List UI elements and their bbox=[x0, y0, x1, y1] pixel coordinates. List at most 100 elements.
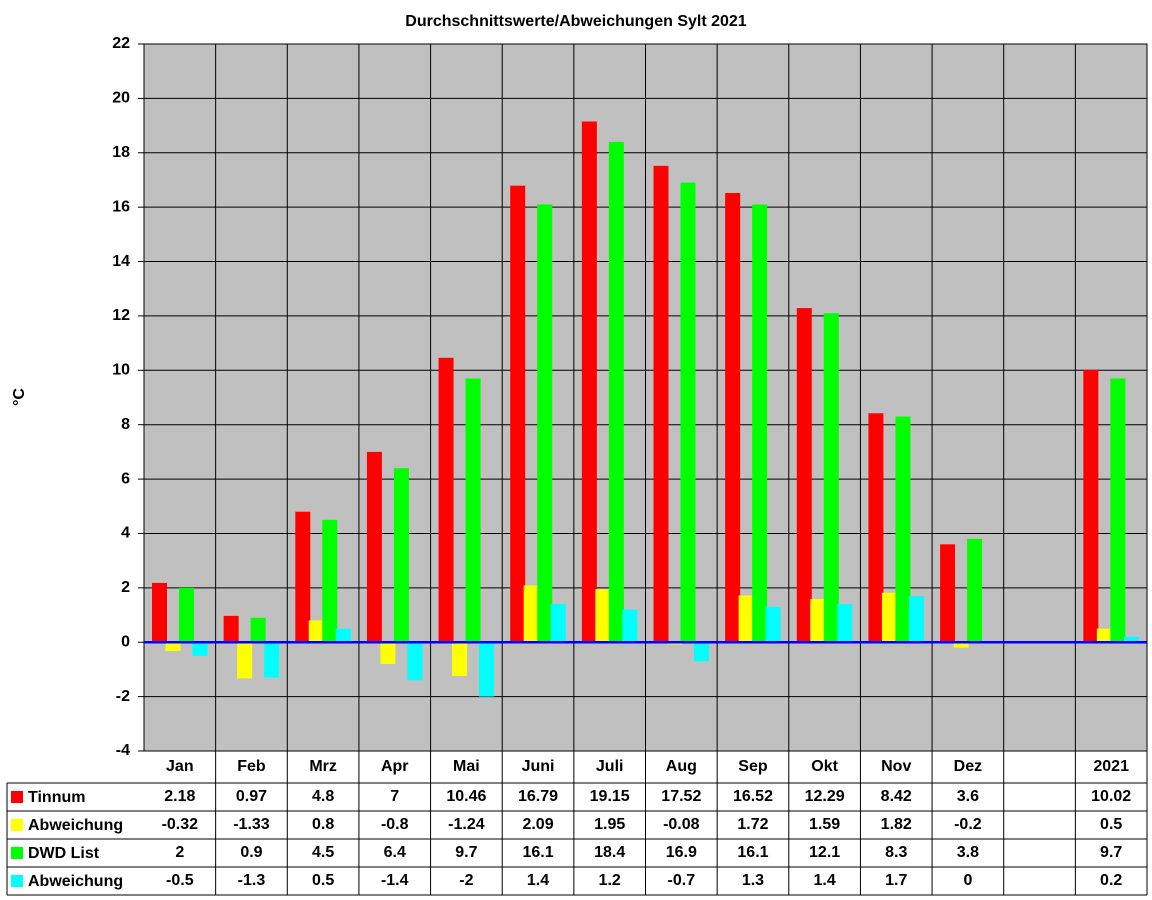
y-tick-label: 8 bbox=[121, 416, 130, 433]
bar bbox=[881, 592, 897, 643]
bar bbox=[550, 604, 566, 643]
table-value: 0.8 bbox=[312, 816, 334, 833]
y-tick-label: 4 bbox=[121, 525, 130, 542]
bar bbox=[895, 416, 911, 643]
table-value: 2.18 bbox=[164, 788, 195, 805]
table-value: 9.7 bbox=[1100, 844, 1122, 861]
table-value: 9.7 bbox=[455, 844, 477, 861]
table-value: -0.7 bbox=[668, 872, 696, 889]
table-value: 10.46 bbox=[446, 788, 486, 805]
bar bbox=[264, 642, 280, 678]
table-value: 4.5 bbox=[312, 844, 334, 861]
bar bbox=[752, 204, 768, 643]
x-tick-label: Jan bbox=[166, 758, 194, 775]
table-value: 16.79 bbox=[518, 788, 558, 805]
table-value: 16.1 bbox=[737, 844, 768, 861]
bar bbox=[510, 185, 526, 643]
table-value: -0.5 bbox=[166, 872, 194, 889]
table-value: 19.15 bbox=[590, 788, 630, 805]
table-value: 2 bbox=[175, 844, 184, 861]
bar bbox=[796, 308, 812, 643]
y-tick-label: 16 bbox=[112, 198, 130, 215]
bar bbox=[810, 598, 826, 643]
table-value: 16.1 bbox=[522, 844, 553, 861]
table-value: -1.3 bbox=[238, 872, 266, 889]
table-value: 1.82 bbox=[881, 816, 912, 833]
bar bbox=[765, 606, 781, 643]
bar bbox=[523, 585, 539, 643]
legend-swatch bbox=[11, 847, 23, 859]
y-tick-label: 6 bbox=[121, 470, 130, 487]
bar bbox=[581, 121, 597, 643]
bar bbox=[940, 544, 956, 643]
bar bbox=[738, 595, 754, 643]
bar bbox=[622, 609, 638, 643]
table-value: 1.4 bbox=[813, 872, 835, 889]
bar bbox=[366, 451, 382, 643]
bar bbox=[223, 615, 239, 643]
bar bbox=[152, 582, 167, 643]
x-tick-label: Apr bbox=[381, 758, 409, 775]
x-tick-label: Feb bbox=[237, 758, 266, 775]
table-value: 1.59 bbox=[809, 816, 840, 833]
bar bbox=[653, 165, 669, 643]
bar bbox=[595, 589, 611, 643]
y-axis-label: °C bbox=[11, 388, 28, 406]
bar bbox=[452, 642, 468, 676]
table-value: 3.8 bbox=[957, 844, 979, 861]
bar bbox=[1110, 378, 1126, 643]
table-value: 16.9 bbox=[666, 844, 697, 861]
bar bbox=[308, 620, 324, 643]
table-value: 1.95 bbox=[594, 816, 625, 833]
legend-swatch bbox=[11, 819, 23, 831]
table-value: -1.4 bbox=[381, 872, 409, 889]
bar bbox=[694, 642, 709, 662]
bar bbox=[165, 642, 181, 651]
table-value: 1.2 bbox=[599, 872, 621, 889]
table-value: 0.5 bbox=[312, 872, 334, 889]
table-value: 0.5 bbox=[1100, 816, 1122, 833]
x-tick-label: 2021 bbox=[1093, 758, 1129, 775]
legend-label: Abweichung bbox=[28, 817, 123, 834]
table-value: 8.42 bbox=[881, 788, 912, 805]
bar bbox=[1083, 369, 1099, 643]
table-value: 0.2 bbox=[1100, 872, 1122, 889]
x-tick-label: Juli bbox=[596, 758, 624, 775]
bar bbox=[393, 468, 409, 643]
bar bbox=[908, 596, 924, 643]
bar bbox=[680, 182, 696, 643]
bar bbox=[465, 378, 481, 643]
bar bbox=[1123, 636, 1139, 643]
bar bbox=[608, 141, 624, 643]
bar bbox=[953, 642, 969, 648]
table-value: 12.29 bbox=[805, 788, 845, 805]
x-tick-label: Juni bbox=[522, 758, 555, 775]
bar bbox=[537, 204, 553, 643]
table-value: 0 bbox=[963, 872, 972, 889]
table-value: -2 bbox=[459, 872, 473, 889]
x-tick-label: Okt bbox=[811, 758, 838, 775]
chart-title: Durchschnittswerte/Abweichungen Sylt 202… bbox=[405, 13, 747, 30]
bar bbox=[725, 193, 741, 643]
table-value: -0.2 bbox=[954, 816, 982, 833]
table-value: 7 bbox=[390, 788, 399, 805]
bar bbox=[479, 642, 495, 697]
table-value: 4.8 bbox=[312, 788, 334, 805]
bar bbox=[380, 642, 396, 664]
y-tick-label: 20 bbox=[112, 90, 130, 107]
y-tick-label: 22 bbox=[112, 35, 130, 52]
table-value: 3.6 bbox=[957, 788, 979, 805]
table-value: 1.72 bbox=[737, 816, 768, 833]
legend-swatch bbox=[11, 791, 23, 803]
table-value: 0.97 bbox=[236, 788, 267, 805]
y-tick-label: -2 bbox=[116, 688, 130, 705]
table-value: 1.7 bbox=[885, 872, 907, 889]
legend-swatch bbox=[11, 875, 23, 887]
legend-label: Abweichung bbox=[28, 873, 123, 890]
bar bbox=[179, 587, 194, 643]
x-tick-label: Mai bbox=[453, 758, 480, 775]
bar bbox=[1096, 628, 1112, 643]
table-value: 17.52 bbox=[661, 788, 701, 805]
x-tick-label: Nov bbox=[881, 758, 911, 775]
